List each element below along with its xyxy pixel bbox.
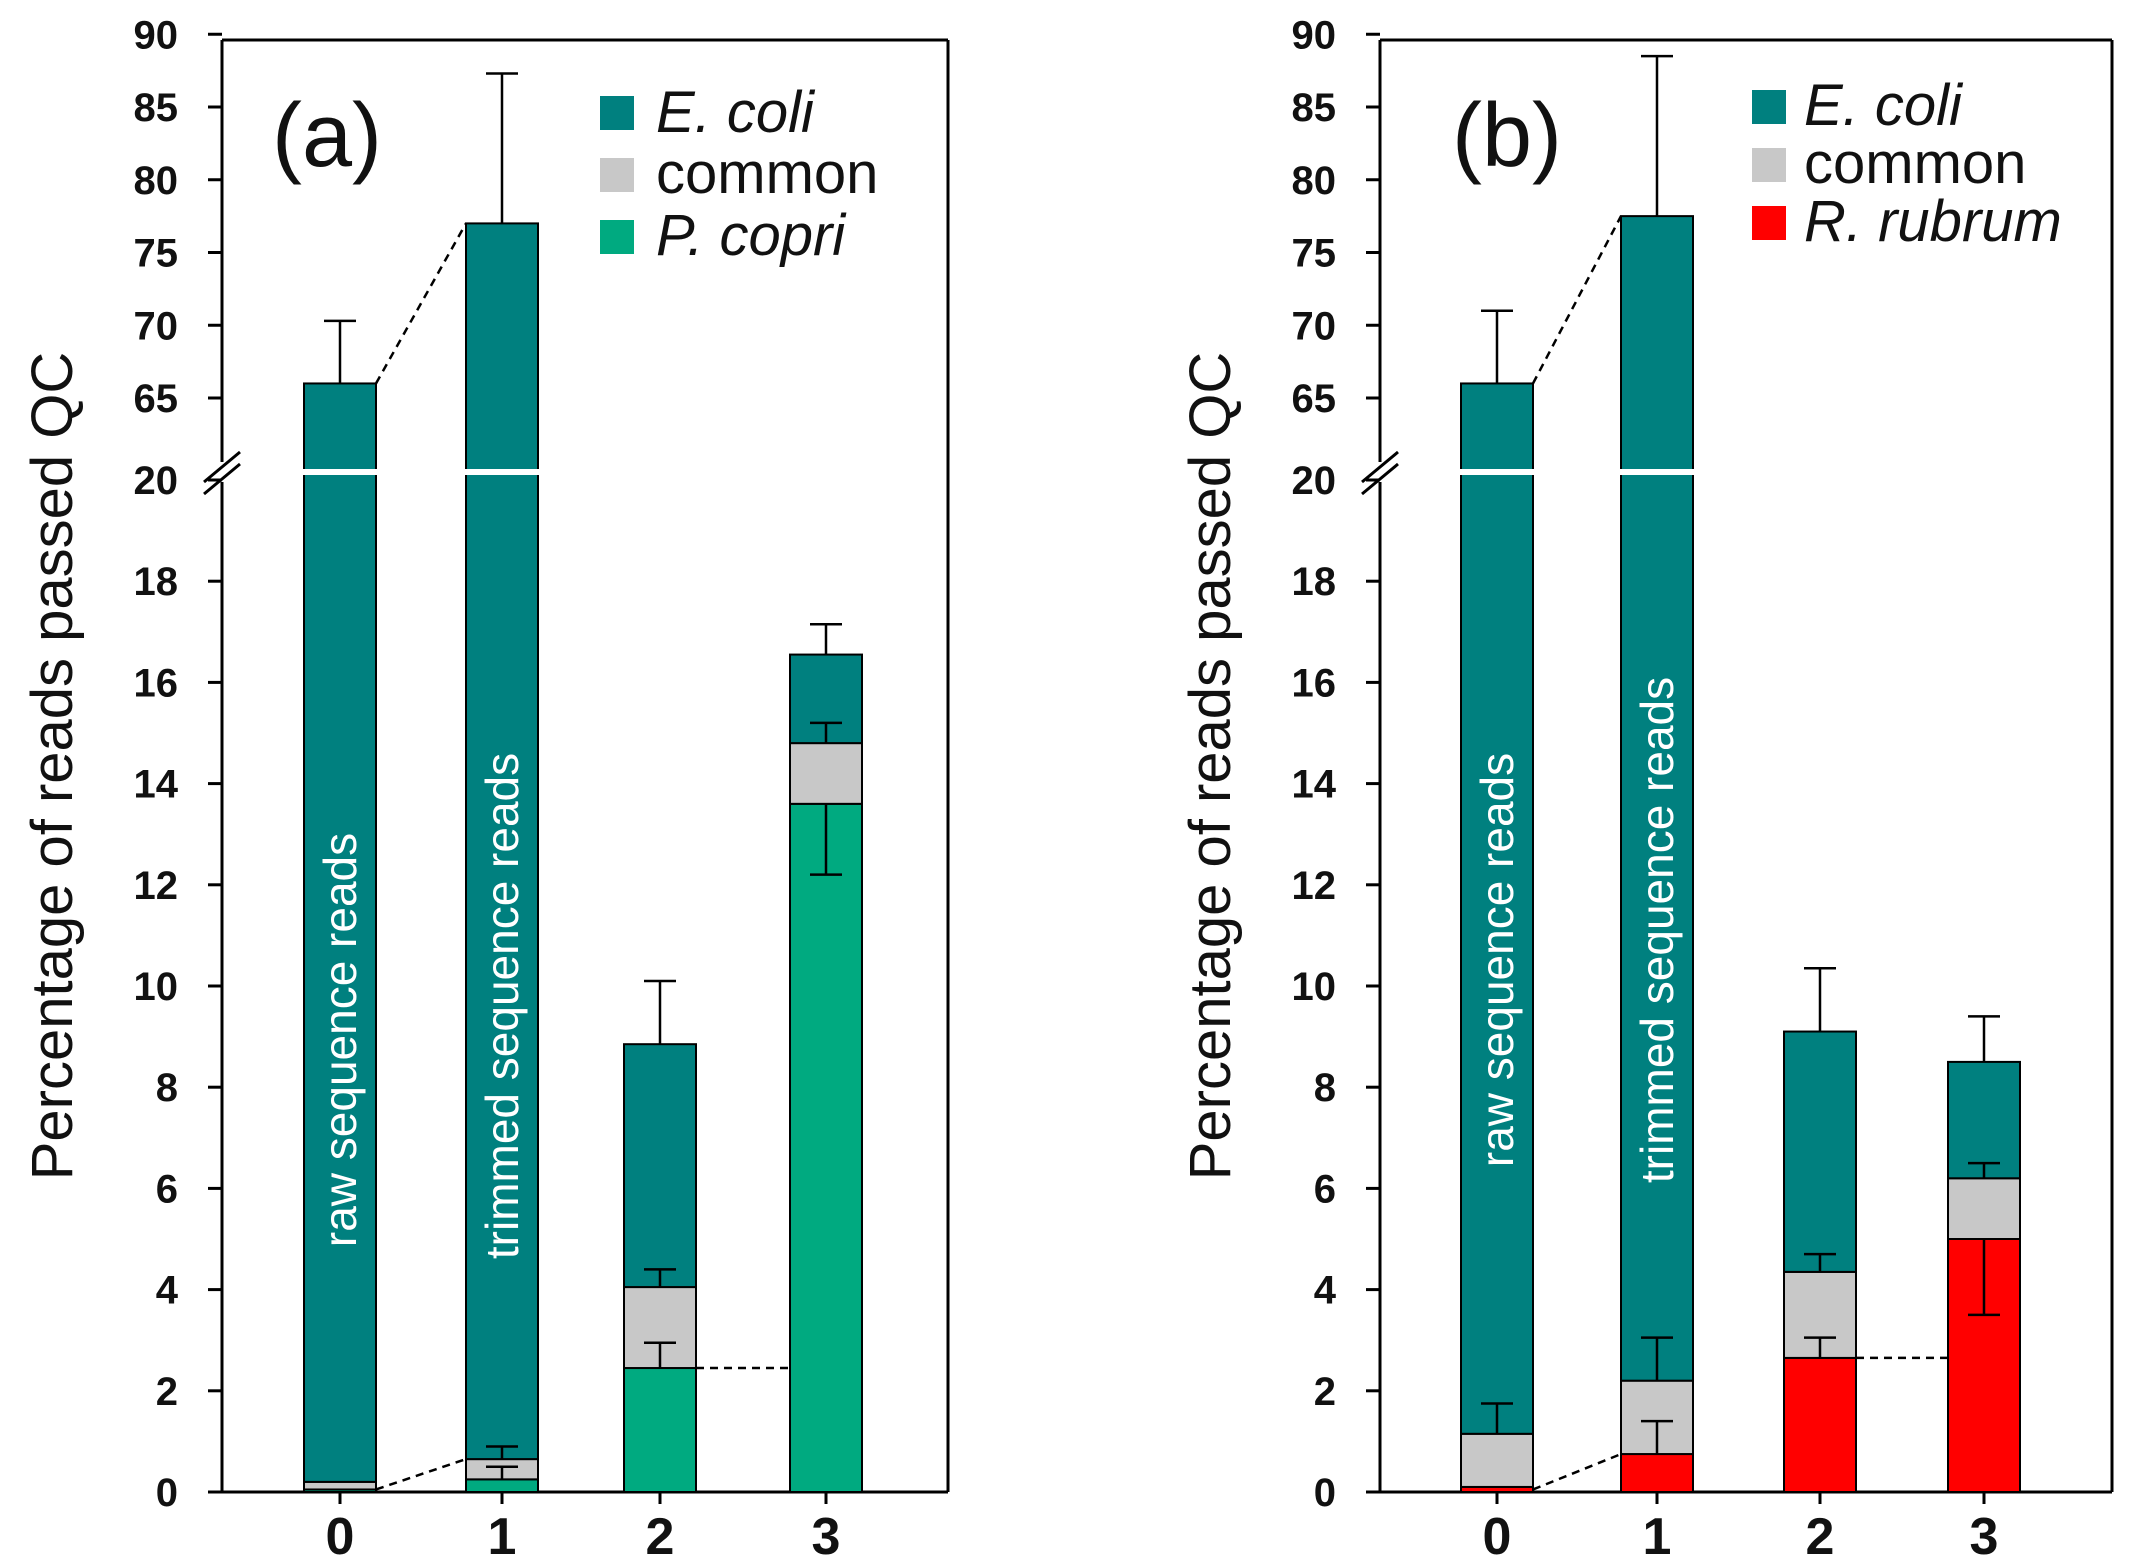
panel-b-ytick-label: 0: [1314, 1471, 1336, 1515]
panel-a-bar-1-e-coli: [465, 222, 539, 1461]
panel-b-ytick-label: 18: [1292, 560, 1337, 604]
panel-b-xtick-label: 1: [1643, 1508, 1672, 1566]
panel-b-connector-bottom: [1532, 1452, 1622, 1491]
panel-a-ytick-label: 12: [134, 864, 179, 908]
panel-a-legend: E. coli common P. copri: [600, 80, 878, 268]
panel-b-bar-3-common: [1947, 1177, 2021, 1241]
panel-b-ytick-label: 2: [1314, 1370, 1336, 1414]
panel-b-connector-top: [1531, 215, 1623, 385]
panel-b-ytick-label: 8: [1314, 1066, 1336, 1110]
panel-b-ytick-label: 10: [1292, 965, 1337, 1009]
panel-b-legend-swatch-rrubrum: [1752, 206, 1786, 240]
panel-a-ytick-label: 80: [134, 159, 179, 203]
panel-a-legend-swatch-ecoli: [600, 96, 634, 130]
panel-a-ytick-label: 90: [134, 13, 179, 57]
panel-b-ytick-label: 4: [1314, 1269, 1337, 1313]
panel-a-bar-2-e-coli: [623, 1043, 697, 1289]
panel-a-bar-3-p-copri: [789, 802, 863, 1493]
panel-b-bar-2-r-rubrum: [1783, 1356, 1857, 1494]
panel-b-bar-annotation-1: trimmed sequence reads: [1631, 677, 1683, 1183]
panel-a-bar-1-p-copri: [465, 1478, 539, 1493]
panel-b-y-axis-title: Percentage of reads passed QC: [1178, 352, 1243, 1181]
panel-b-ytick-label: 16: [1292, 661, 1337, 705]
panel-b-legend-swatch-ecoli: [1752, 90, 1786, 124]
panel-a-ytick-label: 75: [134, 232, 179, 276]
panel-a-xtick-label: 1: [488, 1508, 517, 1566]
panel-a-legend-label-common: common: [656, 141, 878, 206]
panel-a-xtick-label: 3: [812, 1508, 841, 1566]
panel-b-bar-0-common: [1460, 1432, 1534, 1488]
panel-a-bar-annotation-0: raw sequence reads: [314, 833, 366, 1247]
panel-a-ytick-label: 20: [134, 459, 179, 503]
panel-a-ytick-label: 65: [134, 377, 179, 421]
panel-a-axis-break-mark-1: [203, 450, 241, 484]
panel-b-legend-label-rrubrum: R. rubrum: [1804, 189, 2062, 254]
panel-b-ytick-label: 12: [1292, 864, 1337, 908]
panel-b-bar-1-e-coli: [1620, 215, 1694, 1382]
panel-b-bar-2-e-coli: [1783, 1030, 1857, 1273]
panel-a-connector-bottom: [375, 1457, 467, 1491]
panel-a-bar-annotation-1: trimmed sequence reads: [476, 753, 528, 1259]
panel-b-legend: E. coli common R. rubrum: [1752, 73, 2062, 254]
panel-a-ytick-label: 0: [156, 1471, 178, 1515]
panel-a-legend-label-ecoli: E. coli: [656, 80, 816, 145]
panel-b-ytick-label: 90: [1292, 13, 1337, 57]
panel-a-ytick-label: 70: [134, 304, 179, 348]
panel-b-ytick-label: 70: [1292, 304, 1337, 348]
panel-b-legend-label-ecoli: E. coli: [1804, 73, 1964, 138]
panel-a-bar-0-common: [303, 1480, 377, 1491]
panel-b-xtick-label: 3: [1970, 1508, 1999, 1566]
panel-b-ytick-label: 80: [1292, 159, 1337, 203]
panel-b-legend-label-common: common: [1804, 131, 2026, 196]
panel-b-ytick-label: 20: [1292, 459, 1337, 503]
panel-b-bar-1-r-rubrum: [1620, 1453, 1694, 1494]
panel-b-axis-break-mark-1: [1361, 450, 1399, 484]
panel-a-bar-3-common: [789, 742, 863, 805]
panel-b-ytick-label: 65: [1292, 377, 1337, 421]
panel-a-ytick-label: 85: [134, 86, 179, 130]
panel-a-legend-swatch-pcopri: [600, 220, 634, 254]
panel-b-ytick-label: 75: [1292, 232, 1337, 276]
panel-b-ytick-label: 14: [1292, 763, 1337, 807]
panel-b-legend-swatch-common: [1752, 148, 1786, 182]
panel-a-ytick-label: 8: [156, 1066, 178, 1110]
panel-a-ytick-label: 2: [156, 1370, 178, 1414]
panel-a-ytick-label: 6: [156, 1167, 178, 1211]
panel-a-ytick-label: 16: [134, 661, 179, 705]
panel-a-ytick-label: 14: [134, 763, 179, 807]
panel-a-xtick-label: 0: [326, 1508, 355, 1566]
panel-b-label: (b): [1452, 86, 1562, 186]
panel-a-legend-swatch-common: [600, 158, 634, 192]
panel-a-connector-top: [374, 222, 468, 385]
panel-a-y-axis-title: Percentage of reads passed QC: [20, 352, 85, 1181]
panel-a-legend-label-pcopri: P. copri: [656, 203, 847, 268]
panel-a-bar-2-p-copri: [623, 1367, 697, 1494]
panel-b-bar-3-e-coli: [1947, 1060, 2021, 1180]
panel-a-ytick-label: 10: [134, 965, 179, 1009]
panel-a-xtick-label: 2: [646, 1508, 675, 1566]
panel-b-xtick-label: 2: [1806, 1508, 1835, 1566]
panel-a-ytick-label: 4: [156, 1269, 179, 1313]
panel-b-ytick-label: 6: [1314, 1167, 1336, 1211]
panel-b-bar-annotation-0: raw sequence reads: [1471, 753, 1523, 1167]
panel-a-label: (a): [272, 86, 382, 186]
panel-a-bar-0-e-coli: [303, 382, 377, 1483]
panel-a-ytick-label: 18: [134, 560, 179, 604]
panel-b-xtick-label: 0: [1483, 1508, 1512, 1566]
panel-b-bar-0-e-coli: [1460, 382, 1534, 1435]
panel-b-ytick-label: 85: [1292, 86, 1337, 130]
